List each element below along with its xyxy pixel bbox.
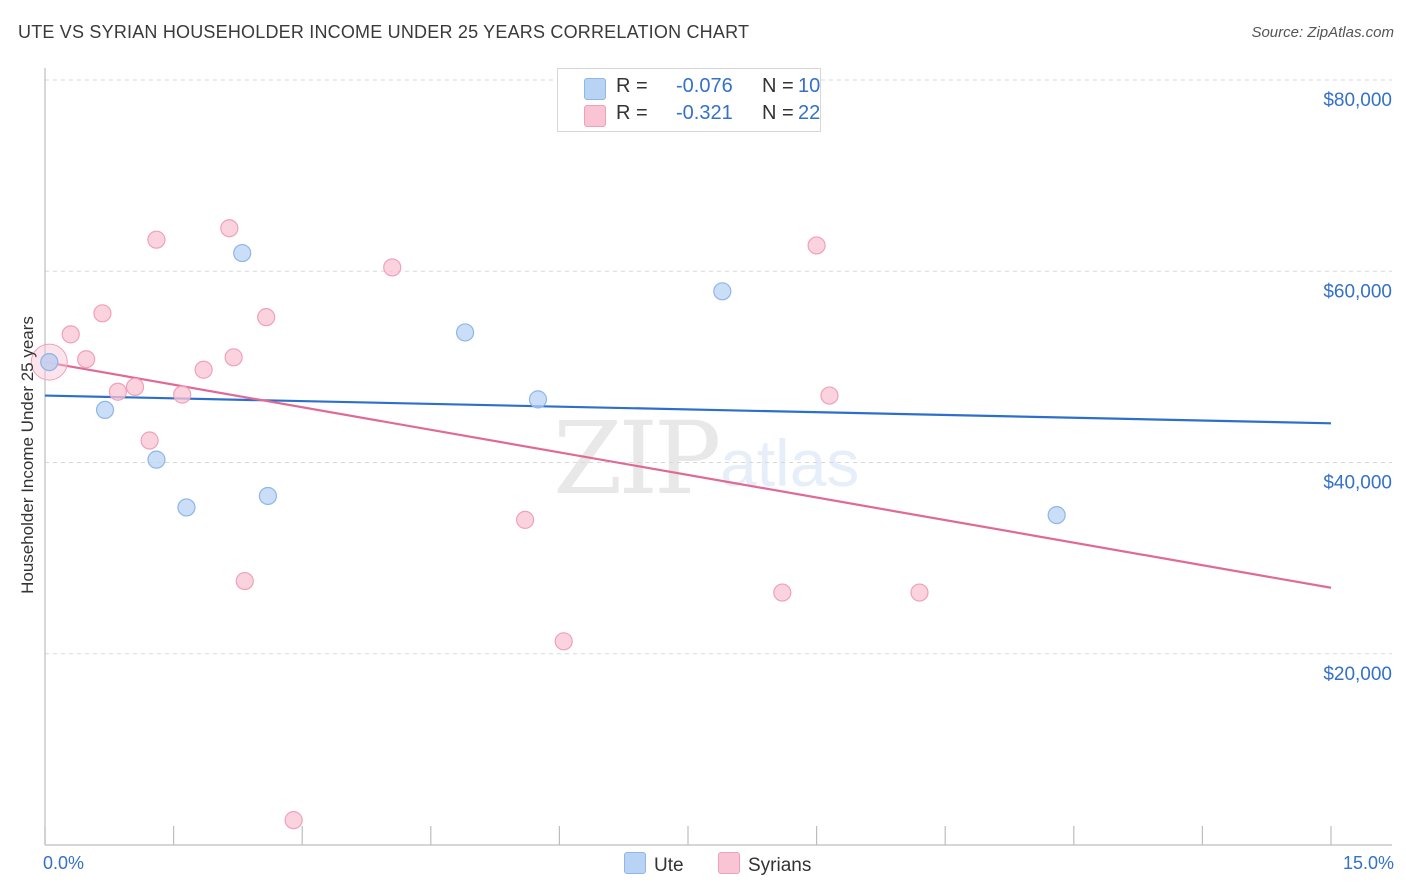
syrians-point [93, 304, 112, 323]
syrians-point [140, 431, 159, 450]
legend-n-value: 22 [798, 102, 821, 124]
syrians-trend-line [44, 361, 1332, 589]
ute-swatch-icon [584, 78, 606, 100]
watermark-zip: ZIP [553, 400, 721, 517]
syrians-point [147, 230, 166, 249]
syrians-point [284, 811, 303, 830]
y-tick-label: $20,000 [1323, 664, 1392, 685]
syrians-point [77, 350, 96, 369]
legend-n-label: N = [762, 102, 794, 124]
source-label: Source: ZipAtlas.com [1251, 24, 1394, 41]
syrians-point [194, 360, 213, 379]
syrians-point [257, 308, 276, 327]
ute-point [40, 352, 59, 372]
x-tick-max: 15.0% [1342, 853, 1394, 873]
syrians-point [773, 583, 792, 602]
syrians-point [61, 325, 80, 344]
bottom-legend-ute-label: Ute [654, 855, 684, 876]
ute-swatch-icon [624, 852, 646, 874]
legend-r-label: R = [616, 102, 648, 124]
syrians-point [383, 258, 402, 277]
stats-legend: R = -0.076 N = 10 R = -0.321 N = 22 [557, 68, 821, 132]
y-tick-label: $40,000 [1323, 473, 1392, 494]
y-tick-label: $80,000 [1323, 90, 1392, 111]
legend-n-value: 10 [798, 75, 821, 97]
ute-point [147, 450, 166, 469]
y-tick-label: $60,000 [1323, 281, 1392, 302]
chart-title: UTE VS SYRIAN HOUSEHOLDER INCOME UNDER 2… [18, 22, 750, 42]
ute-point [455, 323, 475, 342]
ute-point [713, 282, 732, 301]
syrians-swatch-icon [584, 105, 606, 127]
syrians-point [220, 219, 239, 238]
bottom-legend-syrians-label: Syrians [748, 855, 812, 876]
syrians-point [820, 386, 839, 405]
syrians-point [125, 377, 145, 397]
legend-r-value: -0.321 [676, 102, 733, 124]
syrians-point [224, 348, 243, 367]
legend-r-label: R = [616, 75, 648, 97]
legend-n-label: N = [762, 75, 794, 97]
bottom-legend-syrians: Syrians [718, 852, 811, 877]
legend-r-value: -0.076 [676, 75, 733, 97]
ute-point [528, 390, 548, 409]
ute-point [233, 243, 252, 263]
syrians-point [554, 632, 573, 651]
ute-trend-line [44, 394, 1332, 425]
y-axis-title: Householder Income Under 25 years [18, 316, 37, 594]
x-tick-min: 0.0% [43, 853, 85, 873]
syrians-point [173, 385, 192, 404]
syrians-point [516, 510, 535, 529]
ute-point [95, 400, 115, 420]
syrians-point [807, 236, 826, 255]
bottom-legend-ute: Ute [624, 852, 684, 877]
syrians-swatch-icon [718, 852, 740, 874]
syrians-point [108, 382, 127, 401]
ute-point [177, 498, 196, 517]
ute-point [258, 486, 278, 506]
ute-point [1047, 505, 1066, 525]
syrians-point [910, 583, 929, 602]
syrians-point [235, 571, 254, 591]
